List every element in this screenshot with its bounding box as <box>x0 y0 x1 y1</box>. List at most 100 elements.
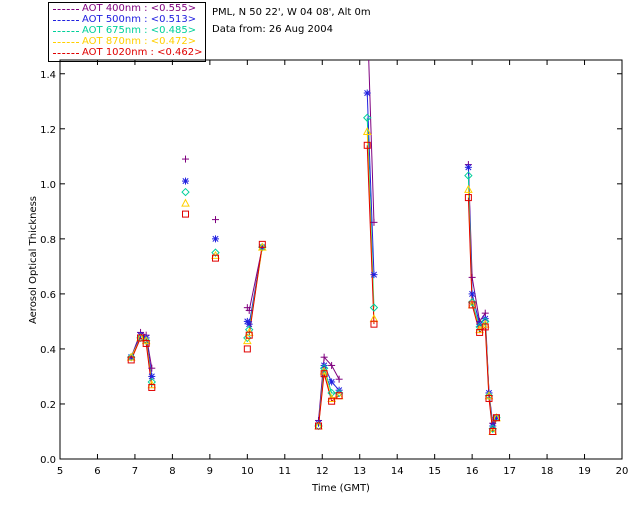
data-point-series-4 <box>142 339 150 347</box>
y-tick-label: 0.6 <box>40 290 56 301</box>
legend-entry-870nm: AOT 870nm : <0.472> <box>49 36 205 48</box>
data-point-series-2 <box>481 317 490 326</box>
legend-entry-675nm: AOT 675nm : <0.485> <box>49 25 205 37</box>
legend-label-500nm: AOT 500nm : <0.513> <box>82 14 197 25</box>
series-line-1 <box>366 93 375 275</box>
y-tick-label: 0.4 <box>40 345 56 356</box>
data-point-series-4 <box>127 356 135 364</box>
data-point-series-0 <box>245 306 253 314</box>
data-point-series-0 <box>335 375 343 383</box>
series-line-0 <box>318 356 340 421</box>
x-axis: 5 6 7 8 9 10 11 12 13 14 15 16 17 18 19 20 <box>57 60 628 477</box>
data-point-series-2 <box>488 424 497 433</box>
legend-line-870nm <box>53 42 79 43</box>
series-layer <box>126 60 501 435</box>
data-point-series-2 <box>369 303 379 312</box>
data-point-series-0 <box>320 353 328 361</box>
data-point-series-2 <box>243 333 252 343</box>
data-point-series-4 <box>320 370 328 378</box>
data-point-series-4 <box>464 194 472 202</box>
y-tick-label: 0.2 <box>40 400 56 411</box>
x-tick-label: 7 <box>132 466 138 477</box>
y-tick-label: 0.8 <box>40 235 56 246</box>
x-tick-label: 15 <box>428 466 441 477</box>
x-tick-label: 13 <box>353 466 366 477</box>
data-point-series-4 <box>363 141 371 149</box>
chart-title: PML, N 50 22', W 04 08', Alt 0m <box>212 7 371 18</box>
data-point-series-3 <box>181 198 190 207</box>
data-point-series-1 <box>468 290 476 298</box>
legend-line-675nm <box>53 31 79 32</box>
x-tick-label: 6 <box>94 466 100 477</box>
data-point-series-4 <box>468 301 476 309</box>
data-point-series-4 <box>489 427 497 435</box>
data-point-series-0 <box>328 361 336 369</box>
series-line-4 <box>248 244 263 336</box>
data-point-series-4 <box>476 328 484 336</box>
data-point-series-0 <box>468 273 476 281</box>
data-point-series-2 <box>181 187 190 197</box>
plot-area <box>59 59 623 460</box>
data-point-series-4 <box>258 240 266 248</box>
data-point-series-4 <box>182 210 190 218</box>
data-point-series-4 <box>492 414 500 422</box>
x-tick-label: 17 <box>503 466 516 477</box>
legend-line-400nm <box>53 9 79 10</box>
legend-label-400nm: AOT 400nm : <0.555> <box>82 3 197 14</box>
data-point-series-2 <box>319 363 329 373</box>
x-tick-label: 12 <box>316 466 329 477</box>
chart-subtitle: Data from: 26 Aug 2004 <box>212 24 333 35</box>
data-point-series-0 <box>211 216 219 224</box>
data-point-series-1 <box>211 235 219 243</box>
data-point-series-1 <box>370 271 378 279</box>
data-point-series-4 <box>137 334 145 342</box>
x-axis-label: Time (GMT) <box>311 483 370 494</box>
data-point-series-3 <box>242 336 252 345</box>
data-point-series-0 <box>370 218 378 226</box>
y-tick-label: 1.0 <box>40 180 56 191</box>
data-point-series-3 <box>464 184 473 193</box>
legend-label-1020nm: AOT 1020nm : <0.462> <box>82 47 203 58</box>
x-tick-label: 8 <box>169 466 175 477</box>
data-point-series-2 <box>334 388 344 398</box>
legend-entry-400nm: AOT 400nm : <0.555> <box>49 3 205 15</box>
data-point-series-2 <box>467 297 477 307</box>
data-point-series-4 <box>481 323 489 331</box>
data-point-series-1 <box>363 89 371 97</box>
y-axis: 0.0 0.2 0.4 0.6 0.8 1.0 1.2 1.4 <box>40 70 622 466</box>
data-point-series-4 <box>485 394 493 402</box>
series-line-4 <box>366 145 375 325</box>
legend-line-1020nm <box>53 53 79 54</box>
legend-label-870nm: AOT 870nm : <0.472> <box>82 36 197 47</box>
y-tick-label: 0.0 <box>40 455 56 466</box>
y-tick-label: 1.4 <box>40 70 56 81</box>
data-point-series-4 <box>328 397 336 405</box>
data-point-series-2 <box>244 325 254 334</box>
x-tick-label: 5 <box>57 466 63 477</box>
data-point-series-1 <box>182 177 190 185</box>
y-tick-label: 1.2 <box>40 125 56 136</box>
data-point-series-2 <box>363 113 372 122</box>
data-point-series-4 <box>243 345 251 353</box>
data-point-series-1 <box>320 361 328 369</box>
y-axis-label: Aerosol Optical Thickness <box>28 196 39 324</box>
legend-entry-1020nm: AOT 1020nm : <0.462> <box>49 47 205 59</box>
x-tick-label: 16 <box>466 466 479 477</box>
legend-entry-500nm: AOT 500nm : <0.513> <box>49 14 205 26</box>
data-point-series-4 <box>245 331 253 339</box>
legend: AOT 400nm : <0.555> AOT 500nm : <0.513> … <box>48 2 206 62</box>
x-tick-label: 11 <box>278 466 291 477</box>
data-point-series-2 <box>464 171 473 180</box>
data-point-series-4 <box>211 254 219 262</box>
x-tick-label: 18 <box>541 466 554 477</box>
data-point-series-4 <box>315 422 323 430</box>
legend-label-675nm: AOT 675nm : <0.485> <box>82 25 197 36</box>
data-point-series-1 <box>328 378 336 386</box>
data-point-series-3 <box>362 126 372 136</box>
data-point-series-4 <box>148 383 156 391</box>
x-tick-label: 10 <box>241 466 254 477</box>
x-tick-label: 14 <box>391 466 404 477</box>
legend-line-500nm <box>53 20 79 21</box>
data-point-series-4 <box>370 320 378 328</box>
